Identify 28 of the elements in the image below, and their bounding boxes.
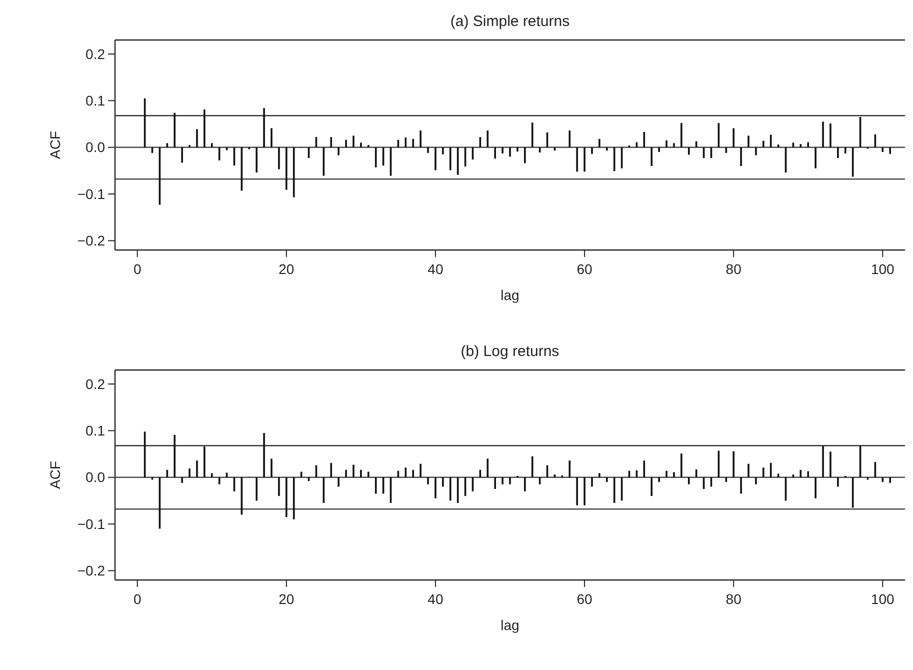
x-tick-label: 60: [576, 261, 593, 277]
y-axis-title: ACF: [47, 131, 63, 159]
y-tick-label: 0.1: [86, 92, 106, 109]
y-tick-label: 0.2: [86, 376, 106, 392]
x-tick-label: 40: [428, 261, 444, 277]
x-axis-title: lag: [500, 287, 520, 303]
x-tick-label: 80: [726, 261, 742, 277]
y-tick-label: −0.1: [77, 516, 106, 532]
y-tick-label: −0.1: [77, 186, 106, 202]
x-tick-label: 40: [428, 591, 444, 607]
x-tick-label: 20: [278, 261, 294, 277]
y-tick-label: −0.2: [77, 232, 106, 249]
x-tick-label: 60: [576, 591, 593, 607]
x-tick-label: 100: [870, 261, 895, 277]
y-tick-label: 0.1: [86, 422, 106, 439]
y-tick-label: −0.2: [77, 562, 106, 579]
y-tick-label: 0.2: [86, 46, 106, 62]
chart-title: (a) Simple returns: [450, 13, 570, 30]
x-tick-label: 100: [870, 591, 895, 607]
x-tick-label: 0: [133, 591, 142, 607]
y-axis-title: ACF: [47, 461, 63, 489]
x-tick-label: 20: [278, 591, 294, 607]
y-tick-label: 0.0: [86, 139, 106, 156]
x-tick-label: 80: [726, 591, 742, 607]
y-tick-label: 0.0: [86, 469, 106, 486]
chart-title: (b) Log returns: [460, 343, 560, 360]
x-tick-label: 0: [133, 261, 142, 277]
x-axis-title: lag: [500, 617, 520, 633]
